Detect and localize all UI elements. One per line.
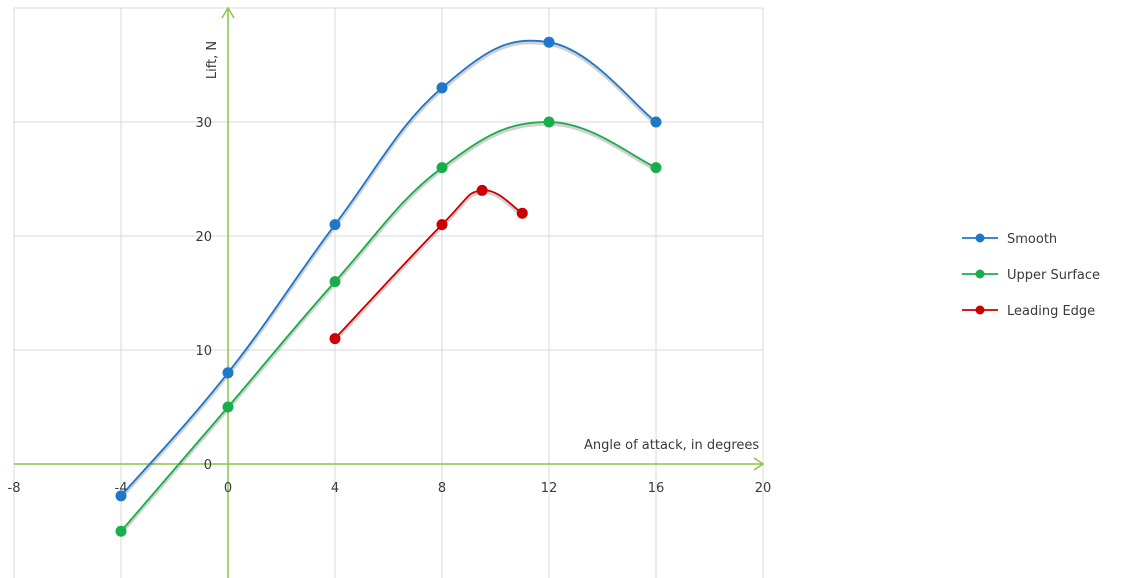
x-tick-label: 4 — [331, 481, 339, 496]
series-upper-surface-point — [650, 162, 662, 174]
x-axis-label: Angle of attack, in degrees — [584, 438, 759, 453]
legend-label: Upper Surface — [1007, 268, 1100, 283]
legend-swatch-marker — [975, 305, 985, 315]
series-upper-surface-point — [115, 525, 127, 537]
series-smooth-shadow — [119, 40, 658, 500]
series-smooth-point — [115, 490, 127, 502]
series-leading-edge — [329, 184, 528, 345]
legend: Smooth Upper Surface Leading Edge — [962, 232, 1100, 319]
series-leading-edge-point — [329, 333, 341, 345]
y-tick-label: 0 — [204, 458, 212, 473]
series-leading-edge-point — [516, 207, 528, 219]
series-leading-edge-shadow — [333, 190, 524, 342]
y-tick-label: 20 — [195, 230, 212, 245]
y-axis-arrow — [221, 6, 235, 19]
series-leading-edge-line — [334, 189, 523, 340]
x-axis-arrow — [753, 457, 765, 471]
series-smooth-line — [120, 39, 657, 497]
series-upper-surface — [115, 116, 662, 537]
series-layer — [115, 36, 662, 537]
series-upper-surface-point — [543, 116, 555, 128]
series-smooth-point — [329, 219, 341, 231]
y-axis-label: Lift, N — [205, 41, 220, 79]
series-smooth-point — [222, 367, 234, 379]
series-leading-edge-point — [436, 219, 448, 231]
legend-swatch-marker — [975, 269, 985, 279]
series-smooth-point — [436, 82, 448, 94]
x-tick-label: 0 — [224, 481, 232, 496]
x-tick-label: -8 — [8, 481, 21, 496]
series-upper-surface-line — [120, 121, 657, 532]
legend-item-leading-edge: Leading Edge — [962, 304, 1095, 319]
series-smooth — [115, 36, 662, 502]
series-upper-surface-shadow — [119, 122, 657, 535]
y-tick-label: 10 — [195, 344, 212, 359]
grid — [13, 7, 764, 578]
y-tick-label: 30 — [195, 116, 212, 131]
axes — [14, 6, 765, 578]
x-tick-label: 20 — [755, 481, 772, 496]
x-tick-label: 16 — [648, 481, 665, 496]
legend-item-smooth: Smooth — [962, 232, 1057, 247]
series-smooth-point — [543, 36, 555, 48]
series-upper-surface-point — [436, 162, 448, 174]
series-leading-edge-point — [476, 184, 488, 196]
legend-item-upper-surface: Upper Surface — [962, 268, 1100, 283]
series-upper-surface-point — [329, 276, 341, 288]
series-smooth-point — [650, 116, 662, 128]
legend-label: Leading Edge — [1007, 304, 1095, 319]
legend-swatch-marker — [975, 233, 985, 243]
x-tick-label: 8 — [438, 481, 446, 496]
x-tick-label: 12 — [541, 481, 558, 496]
series-upper-surface-point — [222, 401, 234, 413]
legend-label: Smooth — [1007, 232, 1057, 247]
